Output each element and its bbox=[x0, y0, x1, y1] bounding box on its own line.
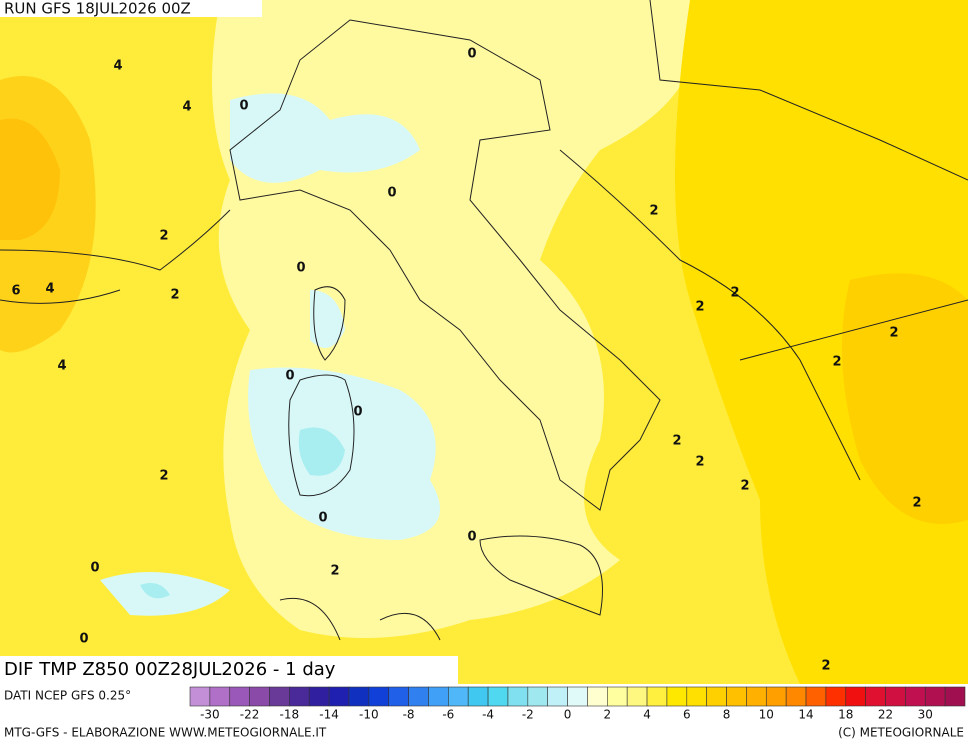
legend-swatch bbox=[348, 686, 370, 707]
contour-label: 2 bbox=[649, 204, 658, 219]
legend-tick-label: 18 bbox=[838, 708, 853, 722]
run-box bbox=[0, 0, 262, 17]
contour-label: 2 bbox=[821, 659, 830, 674]
contour-label: 2 bbox=[159, 469, 168, 484]
legend-tick-label: -14 bbox=[319, 708, 339, 722]
contour-label: 4 bbox=[45, 282, 54, 297]
legend-swatch bbox=[666, 686, 688, 707]
contour-label: 0 bbox=[387, 186, 396, 201]
run-label: RUN GFS 18JUL2026 00Z bbox=[4, 0, 191, 18]
legend-swatch bbox=[209, 686, 231, 707]
legend-tick-label: 6 bbox=[683, 708, 691, 722]
legend-swatch bbox=[905, 686, 926, 707]
legend-swatch bbox=[587, 686, 608, 707]
color-legend: -30 -22 -18 -14 -10 -8 -6 -4 -2 0 2 4 6 8 10 14 18 22 30 bbox=[189, 686, 966, 722]
contour-label: 2 bbox=[740, 479, 749, 494]
contour-label: 4 bbox=[57, 359, 66, 374]
legend-tick-label: -30 bbox=[200, 708, 220, 722]
contour-label: 0 bbox=[467, 530, 476, 545]
legend-tick-label: 2 bbox=[603, 708, 611, 722]
legend-swatch bbox=[527, 686, 548, 707]
legend-swatch bbox=[328, 686, 350, 707]
legend-tick-label: -22 bbox=[240, 708, 260, 722]
legend-tick-label: -10 bbox=[359, 708, 379, 722]
footer-left: MTG-GFS - ELABORAZIONE WWW.METEOGIORNALE… bbox=[4, 726, 327, 740]
map-title: DIF TMP Z850 00Z28JUL2026 - 1 day bbox=[4, 659, 336, 680]
title-box bbox=[0, 656, 458, 684]
legend-tick-label: 8 bbox=[723, 708, 731, 722]
contour-label: 6 bbox=[11, 284, 20, 299]
legend-swatch bbox=[726, 686, 747, 707]
legend-swatch bbox=[229, 686, 250, 707]
legend-tick-label: -8 bbox=[403, 708, 415, 722]
map-field bbox=[0, 0, 968, 684]
contour-label: 2 bbox=[695, 300, 704, 315]
contour-label: 2 bbox=[832, 355, 841, 370]
contour-label: 2 bbox=[330, 564, 339, 579]
contour-label: 2 bbox=[672, 434, 681, 449]
legend-swatch bbox=[269, 686, 290, 707]
legend-swatch bbox=[368, 686, 390, 707]
contour-label: 2 bbox=[730, 286, 739, 301]
legend-swatch bbox=[547, 686, 568, 707]
legend-swatch bbox=[646, 686, 668, 707]
contour-label: 0 bbox=[90, 561, 99, 576]
footer-right: (C) METEOGIORNALE bbox=[838, 726, 964, 740]
legend-swatch bbox=[388, 686, 409, 707]
contour-label: 0 bbox=[296, 261, 305, 276]
legend-tick-label: 30 bbox=[918, 708, 933, 722]
contour-label: 0 bbox=[79, 632, 88, 647]
contour-label: 0 bbox=[353, 405, 362, 420]
contour-label: 4 bbox=[182, 100, 191, 115]
legend-swatch bbox=[765, 686, 787, 707]
legend-tick-label: -4 bbox=[482, 708, 494, 722]
legend-swatch bbox=[825, 686, 847, 707]
legend-swatch bbox=[686, 686, 707, 707]
legend-swatch bbox=[746, 686, 767, 707]
legend-swatch bbox=[785, 686, 807, 707]
contour-label: 2 bbox=[170, 288, 179, 303]
legend-swatch bbox=[408, 686, 429, 707]
legend-swatch bbox=[487, 686, 509, 707]
legend-swatch bbox=[865, 686, 886, 707]
contour-label: 0 bbox=[318, 511, 327, 526]
legend-swatch bbox=[249, 686, 270, 707]
contour-label: 2 bbox=[889, 326, 898, 341]
contour-label: 2 bbox=[159, 229, 168, 244]
legend-swatch bbox=[924, 686, 946, 707]
contour-label: 0 bbox=[467, 47, 476, 62]
contour-label: 0 bbox=[285, 369, 294, 384]
source-label: DATI NCEP GFS 0.25° bbox=[4, 689, 131, 703]
contour-label: 0 bbox=[239, 99, 248, 114]
legend-swatch bbox=[507, 686, 529, 707]
legend-swatch bbox=[289, 686, 310, 707]
legend-tick-label: 4 bbox=[643, 708, 651, 722]
legend-swatch bbox=[467, 686, 489, 707]
legend-tick-label: 10 bbox=[759, 708, 774, 722]
legend-swatch bbox=[706, 686, 727, 707]
legend-swatch bbox=[448, 686, 469, 707]
legend-tick-label: 22 bbox=[878, 708, 893, 722]
legend-tick-label: -18 bbox=[280, 708, 300, 722]
legend-swatch bbox=[805, 686, 827, 707]
legend-tick-label: 0 bbox=[564, 708, 572, 722]
legend-swatch bbox=[567, 686, 588, 707]
legend-swatch bbox=[607, 686, 628, 707]
contour-label: 4 bbox=[113, 59, 122, 74]
legend-swatch bbox=[944, 686, 966, 707]
legend-swatch bbox=[885, 686, 906, 707]
legend-tick-label: -6 bbox=[442, 708, 454, 722]
legend-swatch bbox=[308, 686, 330, 707]
legend-swatch bbox=[626, 686, 648, 707]
contour-label: 2 bbox=[912, 496, 921, 511]
legend-tick-label: -2 bbox=[522, 708, 534, 722]
legend-swatch bbox=[845, 686, 866, 707]
legend-swatch bbox=[189, 686, 211, 707]
legend-swatch bbox=[428, 686, 449, 707]
legend-tick-label: 14 bbox=[798, 708, 813, 722]
contour-label: 2 bbox=[695, 455, 704, 470]
